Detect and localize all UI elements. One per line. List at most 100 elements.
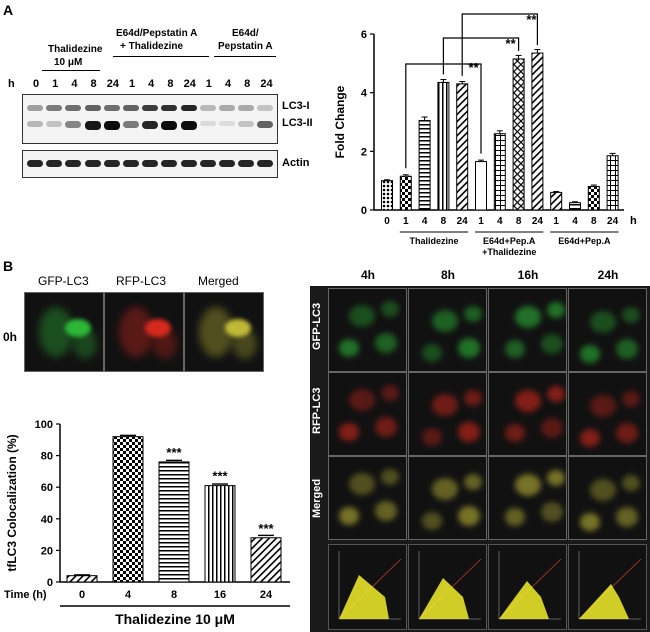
- colocalization-bar: [158, 461, 190, 583]
- colocalization-scatterplot: [568, 544, 647, 630]
- significance-bracket: [442, 37, 520, 75]
- fold-change-bar: [531, 52, 544, 211]
- blot-group-thalidezine-line1: Thalidezine: [48, 44, 103, 55]
- lc3-ii-band: [238, 121, 255, 127]
- cell-body: [616, 339, 638, 359]
- x-tick-label: 8: [516, 216, 522, 227]
- blot-time-label: 1: [205, 78, 212, 90]
- cell-body: [541, 418, 563, 438]
- lc3-i-band: [238, 105, 255, 111]
- colocalization-bar: [204, 485, 236, 583]
- cell-body: [432, 478, 458, 500]
- blot-group-e64d-line1: E64d/: [232, 28, 259, 39]
- blot-group-underline-2: [113, 56, 209, 57]
- cell-body: [381, 469, 399, 485]
- lc3-ii-band: [219, 121, 235, 127]
- x-tick-label: 8: [171, 589, 177, 601]
- timecourse-rfp-image: [488, 372, 567, 456]
- scatterplot-svg: [418, 551, 482, 620]
- blot-group-combo-line1: E64d/Pepstatin A: [116, 28, 198, 39]
- y-tick-label: 0: [361, 205, 367, 217]
- baseline-merged-image: [184, 292, 264, 372]
- cell-body: [73, 329, 97, 359]
- timecourse-gfp-image: [488, 288, 567, 372]
- lc3-i-band: [46, 105, 63, 111]
- cell-body: [580, 513, 600, 531]
- lc3-ii-band: [123, 121, 139, 128]
- lc3-i-label: LC3-I: [282, 100, 310, 112]
- x-tick-label: 4: [572, 216, 578, 227]
- blot-group-e64d-line2: Pepstatin A: [218, 41, 273, 52]
- colocalization-bar: [66, 575, 98, 583]
- actin-band: [84, 160, 101, 167]
- cell-body: [381, 385, 399, 401]
- timecourse-merged-image: [488, 456, 567, 540]
- cell-body: [375, 501, 397, 521]
- fold-change-bar: [512, 58, 525, 211]
- cell-nucleus: [225, 319, 251, 337]
- blot-time-label: 8: [90, 78, 97, 90]
- timecourse-gfp-image: [408, 288, 487, 372]
- actin-band: [27, 160, 43, 167]
- cell-body: [505, 508, 525, 526]
- cell-body: [505, 424, 525, 442]
- lc3-i-band: [161, 105, 178, 111]
- colocalization-scatterplot: [488, 544, 567, 630]
- scatterplot-svg: [498, 551, 562, 620]
- y-tick-label: 60: [41, 482, 53, 494]
- cell-body: [381, 301, 399, 317]
- x-tick-label: 0: [79, 589, 85, 601]
- panel-a-label: A: [3, 2, 14, 18]
- cell-body: [39, 307, 73, 357]
- lc3-ii-band: [180, 121, 197, 130]
- scatter-point-cloud: [419, 578, 469, 619]
- cell-body: [590, 311, 616, 333]
- x-axis-label: Thalidezine 10 μM: [115, 611, 235, 627]
- cell-body: [458, 506, 480, 526]
- lc3-i-band: [84, 105, 101, 111]
- timecourse-header-bar: [310, 264, 650, 286]
- fold-change-bar: [475, 161, 487, 211]
- cell-body: [547, 302, 565, 318]
- cell-body: [432, 310, 458, 332]
- cell-body: [505, 340, 525, 358]
- blot-time-label: 24: [106, 78, 120, 90]
- panel-b-label: B: [3, 258, 14, 274]
- lc3-ii-band: [65, 121, 82, 128]
- timecourse-gfp-image: [328, 288, 407, 372]
- cell-body: [622, 391, 640, 407]
- significance-label: **: [469, 60, 480, 75]
- y-tick-label: 20: [41, 545, 53, 557]
- cell-body: [515, 474, 541, 496]
- x-tick-label: 0: [384, 216, 390, 227]
- cell-body: [622, 307, 640, 323]
- y-axis-label: tfLC3 Colocalization (%): [5, 434, 19, 571]
- channel-label-merged: Merged: [198, 274, 239, 288]
- actin-band: [46, 160, 63, 167]
- y-axis-label: Fold Change: [333, 85, 347, 158]
- lc3-ii-label: LC3-II: [282, 117, 313, 129]
- x-tick-label: 16: [214, 589, 226, 601]
- lc3-ii-band: [142, 121, 159, 130]
- cell-body: [422, 428, 442, 446]
- cell-body: [233, 329, 257, 359]
- y-tick-label: 2: [361, 146, 367, 158]
- timecourse-merged-image: [568, 456, 647, 540]
- cell-body: [339, 339, 359, 357]
- fold-change-bar: [418, 120, 431, 211]
- cell-body: [464, 390, 482, 406]
- cell-body: [547, 470, 565, 486]
- cell-body: [375, 417, 397, 437]
- actin-band: [257, 160, 274, 167]
- cell-body: [339, 507, 359, 525]
- lc3-ii-band: [84, 121, 101, 130]
- y-tick-label: 40: [41, 514, 53, 526]
- blot-time-label: 4: [148, 78, 155, 90]
- x-unit-label: h: [630, 215, 637, 227]
- x-tick-label: 24: [532, 216, 544, 227]
- channel-label-gfp: GFP-LC3: [38, 274, 89, 288]
- actin-band: [161, 160, 178, 167]
- cell-body: [199, 307, 233, 357]
- lc3-blot: [22, 94, 278, 144]
- blot-time-label: 1: [52, 78, 59, 90]
